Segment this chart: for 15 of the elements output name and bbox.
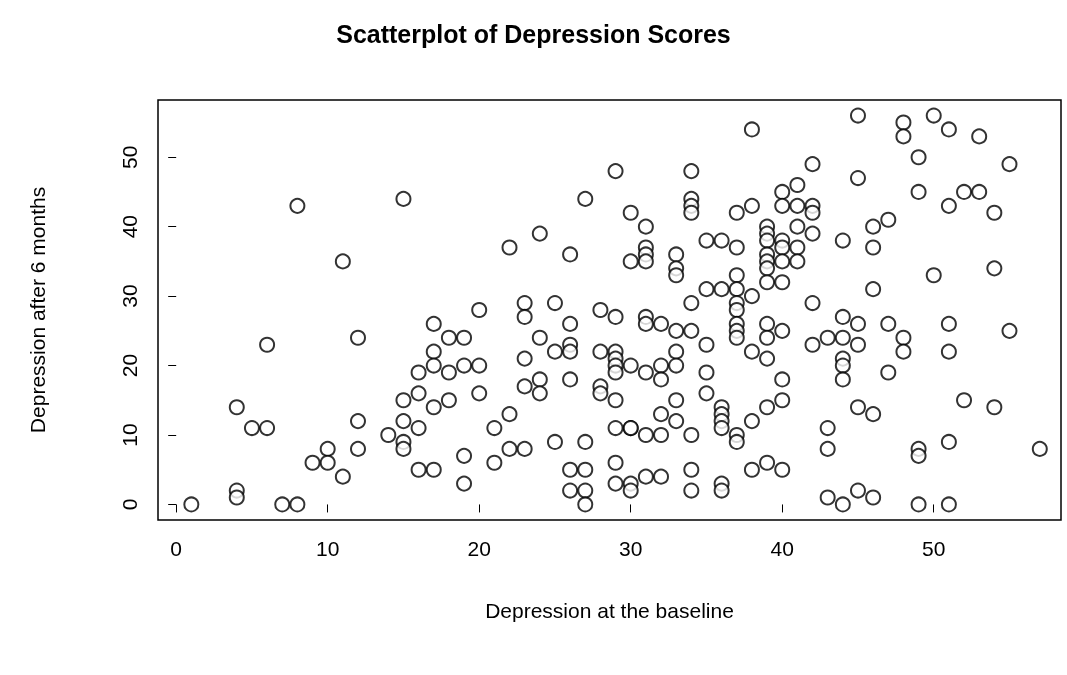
y-tick-label: 50 (118, 145, 141, 169)
y-tick-label: 20 (118, 353, 141, 378)
x-tick-label: 0 (170, 537, 183, 560)
x-tick-label: 10 (316, 537, 340, 560)
y-axis-title: Depression after 6 months (26, 186, 49, 434)
x-axis-title: Depression at the baseline (485, 599, 734, 622)
x-tick-label: 30 (619, 537, 643, 560)
chart-title: Scatterplot of Depression Scores (336, 19, 731, 48)
y-tick-label: 0 (118, 498, 141, 511)
y-tick-label: 10 (118, 423, 141, 447)
x-tick-label: 20 (467, 537, 491, 560)
y-tick-label: 30 (118, 284, 141, 308)
y-tick-label: 40 (118, 214, 141, 239)
x-tick-label: 40 (770, 537, 794, 560)
x-tick-label: 50 (922, 537, 946, 560)
